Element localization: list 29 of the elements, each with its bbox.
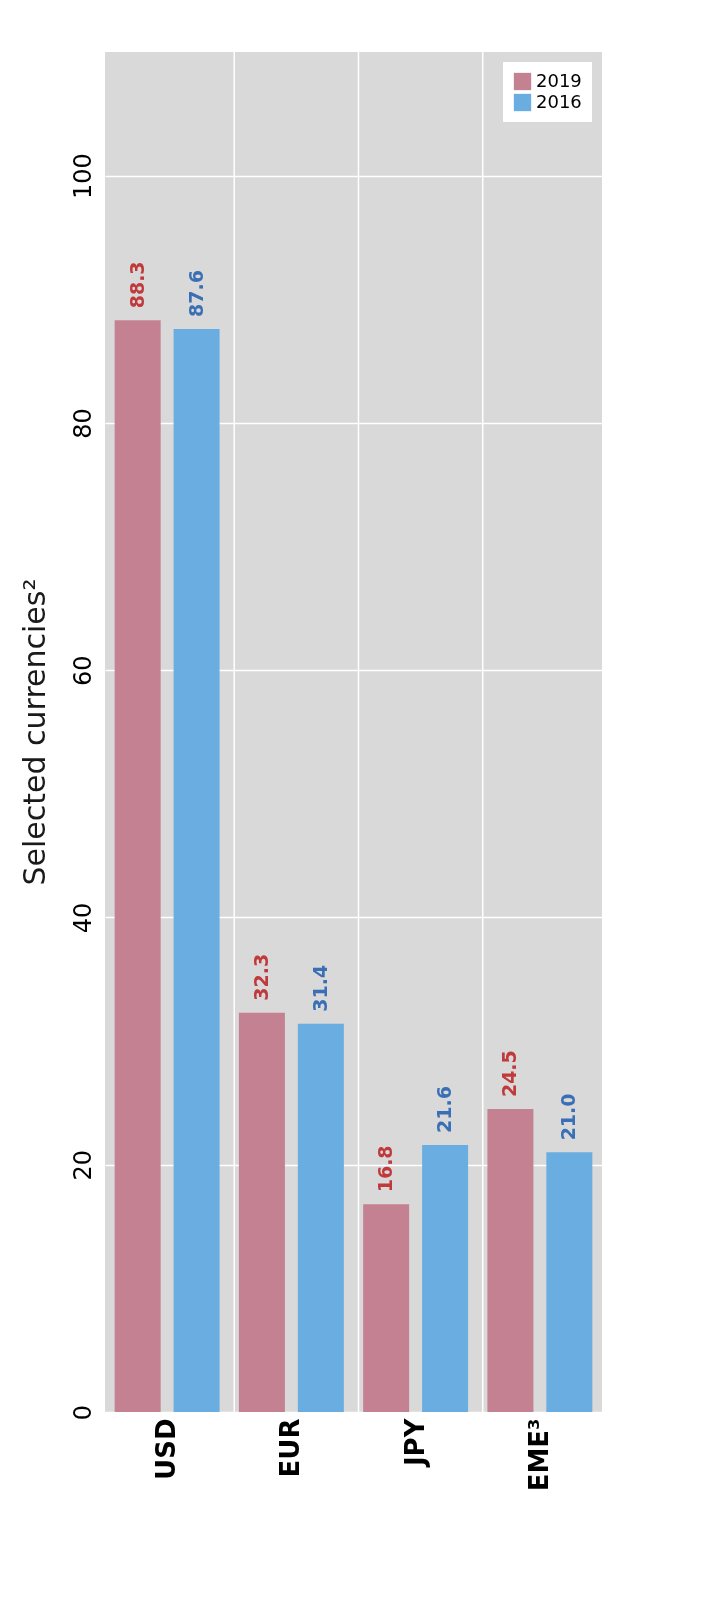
x-tick-label: EME³ (523, 1418, 554, 1492)
bar (173, 328, 220, 1412)
text: Selected currencies² (17, 578, 52, 886)
legend-label: 2019 (536, 69, 582, 91)
bar (487, 1109, 534, 1412)
x-tick-label: JPY (399, 1417, 430, 1469)
data-label: 21.6 (433, 1086, 456, 1133)
bar (114, 320, 161, 1412)
data-label: 88.3 (125, 261, 148, 309)
x-tick-label: EUR (275, 1418, 306, 1478)
y-tick-label: 0 (68, 1404, 97, 1421)
data-label: 31.4 (308, 964, 331, 1012)
y-tick-label: 60 (68, 655, 97, 686)
y-tick-label: 20 (68, 1149, 97, 1181)
x-tick-label: USD (151, 1418, 182, 1480)
bar (422, 1144, 469, 1412)
data-label: 24.5 (498, 1050, 521, 1098)
data-label: 16.8 (374, 1145, 397, 1193)
y-tick-label: 40 (68, 902, 97, 934)
bar (297, 1023, 344, 1412)
bar (238, 1012, 285, 1412)
data-label: 21.0 (557, 1093, 580, 1141)
legend-label: 2016 (536, 90, 582, 112)
data-label: 32.3 (249, 953, 272, 1001)
data-label: 87.6 (184, 270, 207, 317)
bar (546, 1152, 593, 1412)
y-tick-label: 80 (68, 408, 97, 439)
bar (363, 1204, 410, 1412)
y-tick-label: 100 (68, 153, 97, 200)
